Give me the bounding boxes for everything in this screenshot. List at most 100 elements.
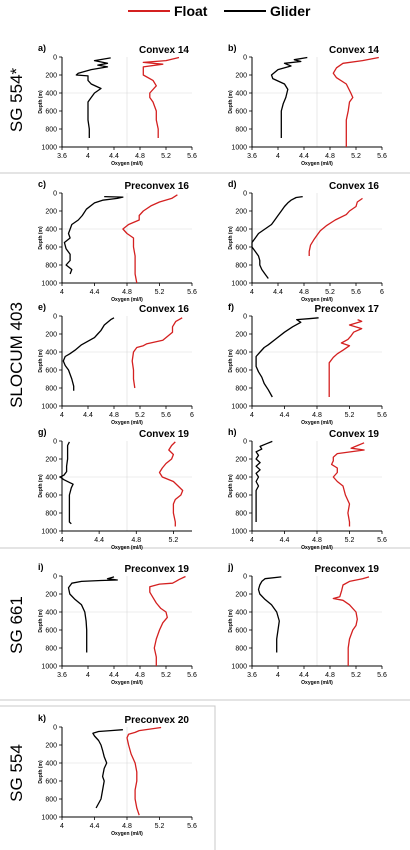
x-tick-label: 6 xyxy=(380,289,384,296)
y-tick-label: 800 xyxy=(235,127,247,134)
series-line-float xyxy=(308,197,363,256)
group-dividers xyxy=(0,172,410,850)
y-tick-label: 200 xyxy=(45,592,57,599)
x-tick-label: 4 xyxy=(86,672,90,679)
y-axis-label: Depth (m) xyxy=(38,349,44,373)
x-tick-label: 4 xyxy=(86,153,90,160)
series-line-glider xyxy=(270,56,308,138)
y-tick-label: 200 xyxy=(45,457,57,464)
y-axis-label: Depth (m) xyxy=(228,349,234,373)
series-line-float xyxy=(330,442,365,527)
x-axis-label: Oxygen (ml/l) xyxy=(111,545,143,551)
x-tick-label: 4 xyxy=(276,672,280,679)
series-line-float xyxy=(126,726,162,816)
y-tick-label: 400 xyxy=(235,610,247,617)
x-tick-label: 4.4 xyxy=(109,153,119,160)
group-label-slocum403: SLOCUM 403 xyxy=(7,302,26,408)
y-tick-label: 200 xyxy=(45,743,57,750)
y-axis-label: Depth (m) xyxy=(38,474,44,498)
y-tick-label: 800 xyxy=(235,386,247,393)
y-tick-label: 1000 xyxy=(41,815,57,822)
panel-letter: k) xyxy=(38,713,46,723)
panel-title: Convex 14 xyxy=(139,45,189,56)
x-tick-label: 3.6 xyxy=(247,153,257,160)
series-line-glider xyxy=(75,57,111,138)
y-tick-label: 0 xyxy=(243,439,247,446)
y-tick-label: 400 xyxy=(235,91,247,98)
panel-letter: h) xyxy=(228,427,237,437)
x-tick-label: 4 xyxy=(250,537,254,544)
x-tick-label: 5.6 xyxy=(377,537,387,544)
y-tick-label: 1000 xyxy=(231,529,247,536)
x-axis-label: Oxygen (ml/l) xyxy=(111,161,143,167)
y-tick-label: 400 xyxy=(235,350,247,357)
series-line-glider xyxy=(251,195,303,279)
y-tick-label: 600 xyxy=(235,109,247,116)
y-tick-label: 400 xyxy=(45,227,57,234)
panel-title: Convex 19 xyxy=(139,429,189,440)
x-tick-label: 4.8 xyxy=(122,823,132,830)
x-tick-label: 4.8 xyxy=(325,153,335,160)
panel-letter: b) xyxy=(228,43,237,53)
y-axis-label: Depth (m) xyxy=(38,760,44,784)
y-tick-label: 800 xyxy=(45,797,57,804)
panel-title: Preconvex 20 xyxy=(125,715,190,726)
y-tick-label: 600 xyxy=(235,368,247,375)
x-tick-label: 5.2 xyxy=(161,153,171,160)
y-tick-label: 400 xyxy=(235,475,247,482)
series-line-glider xyxy=(255,317,319,398)
y-axis-label: Depth (m) xyxy=(228,226,234,250)
y-tick-label: 1000 xyxy=(231,145,247,152)
series-line-glider xyxy=(92,729,123,809)
y-tick-label: 800 xyxy=(45,511,57,518)
y-axis-label: Depth (m) xyxy=(228,90,234,114)
y-tick-label: 0 xyxy=(53,725,57,732)
y-tick-label: 800 xyxy=(45,386,57,393)
y-tick-label: 0 xyxy=(53,574,57,581)
panel-letter: j) xyxy=(227,562,234,572)
legend-glider-label: Glider xyxy=(270,3,311,19)
x-tick-label: 4.4 xyxy=(94,537,104,544)
y-tick-label: 400 xyxy=(45,761,57,768)
y-axis-label: Depth (m) xyxy=(228,609,234,633)
x-tick-label: 5.6 xyxy=(377,412,387,419)
x-axis-label: Oxygen (ml/l) xyxy=(111,297,143,303)
x-axis-label: Oxygen (ml/l) xyxy=(301,420,333,426)
x-tick-label: 4.8 xyxy=(109,412,119,419)
y-tick-label: 600 xyxy=(45,109,57,116)
x-tick-label: 4.8 xyxy=(312,537,322,544)
y-tick-label: 200 xyxy=(235,457,247,464)
x-tick-label: 5.2 xyxy=(345,537,355,544)
y-tick-label: 800 xyxy=(45,646,57,653)
y-tick-label: 200 xyxy=(45,332,57,339)
y-tick-label: 1000 xyxy=(41,664,57,671)
panel-title: Convex 19 xyxy=(329,429,379,440)
x-tick-label: 5.6 xyxy=(161,412,171,419)
x-tick-label: 4.8 xyxy=(131,537,141,544)
series-line-float xyxy=(332,56,379,147)
x-tick-label: 5.2 xyxy=(135,412,145,419)
y-tick-label: 1000 xyxy=(41,529,57,536)
x-tick-label: 3.6 xyxy=(57,153,67,160)
y-tick-label: 0 xyxy=(243,55,247,62)
y-axis-label: Depth (m) xyxy=(38,90,44,114)
series-line-float xyxy=(158,441,184,527)
y-tick-label: 600 xyxy=(235,493,247,500)
y-tick-label: 600 xyxy=(235,628,247,635)
x-tick-label: 4.8 xyxy=(122,289,132,296)
panel-letter: i) xyxy=(38,562,44,572)
panel-title: Preconvex 19 xyxy=(315,564,380,575)
x-tick-label: 4.4 xyxy=(90,289,100,296)
x-tick-label: 5.6 xyxy=(377,672,387,679)
x-tick-label: 5.6 xyxy=(351,289,361,296)
series-line-glider xyxy=(63,195,124,275)
x-tick-label: 4 xyxy=(250,289,254,296)
panel-letter: a) xyxy=(38,43,46,53)
